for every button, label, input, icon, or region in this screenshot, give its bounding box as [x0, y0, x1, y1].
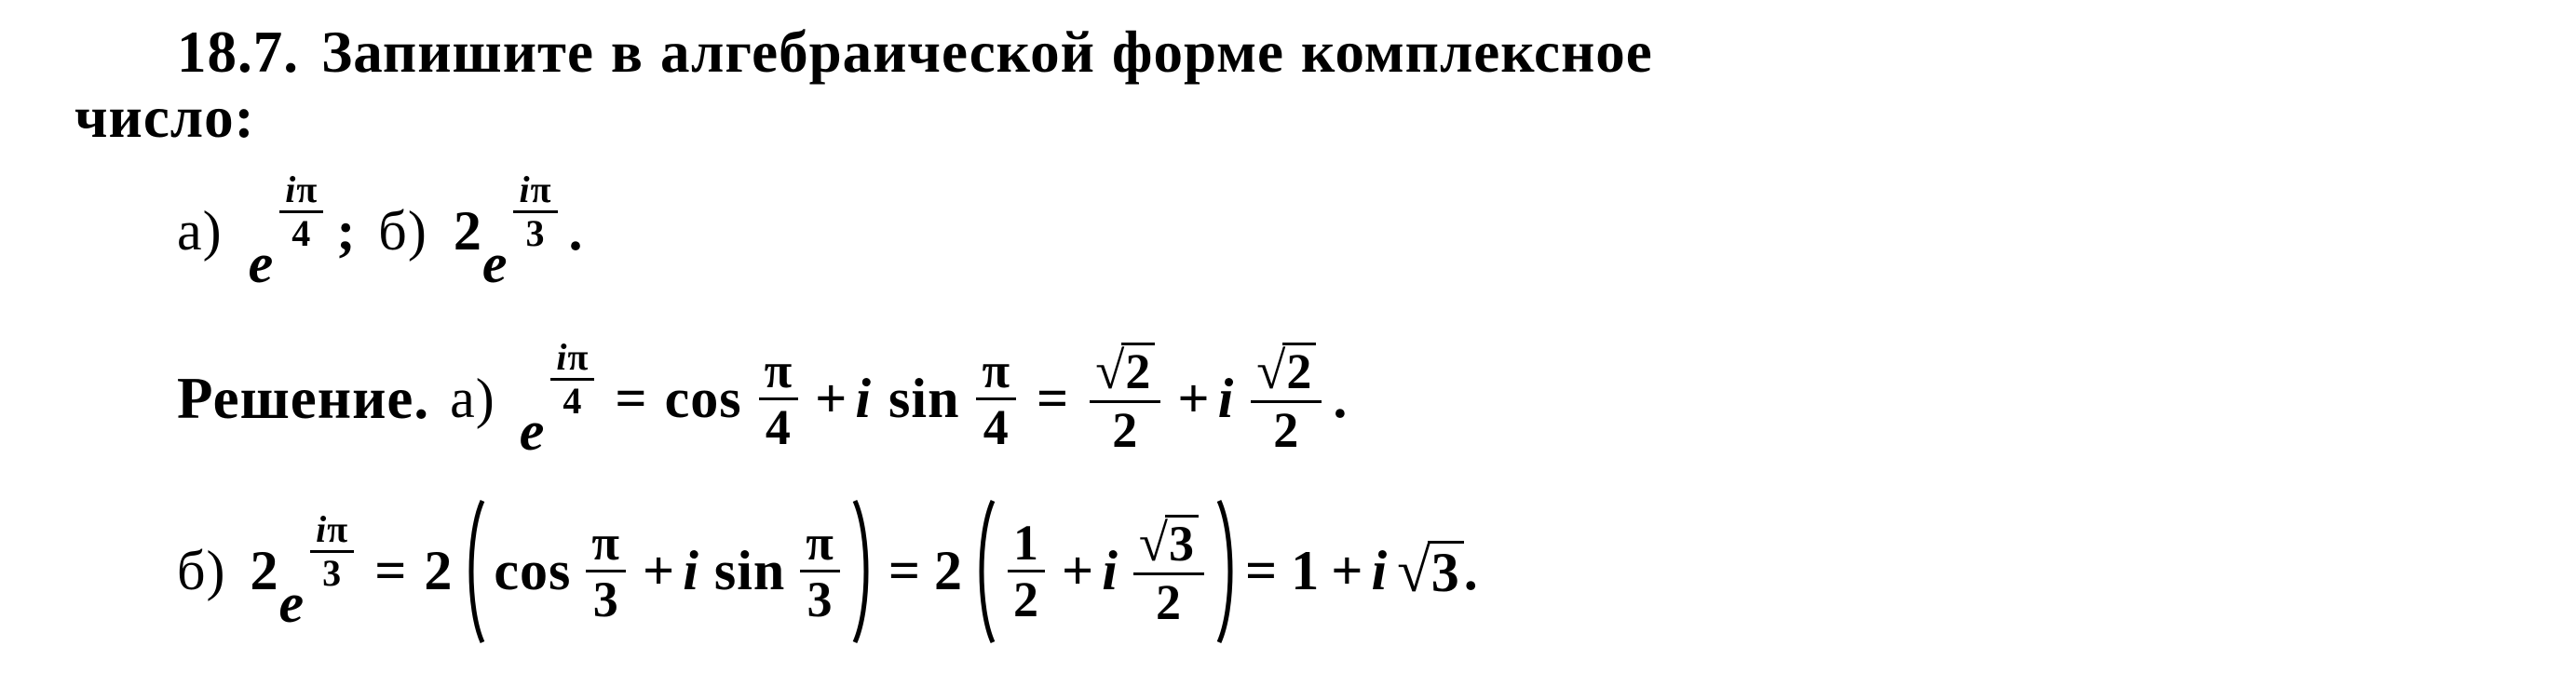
- problem-number: 18.7.: [177, 19, 299, 86]
- sol-a-end: .: [1333, 367, 1348, 431]
- prompt-w4: форме: [1112, 19, 1284, 86]
- sol-b-coef3: 2: [934, 539, 963, 603]
- sol-b-arg1: π 3: [586, 518, 626, 625]
- sol-a-lhs: e iπ 4: [520, 339, 599, 459]
- sol-b-lhs: e iπ 3: [279, 511, 359, 631]
- left-paren-icon: [972, 497, 998, 646]
- items-end: .: [569, 199, 584, 263]
- prompt-w1: Запишите: [321, 19, 594, 86]
- sol-b-coef1: 2: [251, 539, 279, 603]
- sol-b-paren2: 1 2 + i √3 2: [972, 497, 1240, 646]
- sol-a-term1: √2 2: [1090, 343, 1160, 455]
- sol-b-arg2: π 3: [800, 518, 840, 625]
- sol-b-eq2: =: [888, 539, 921, 603]
- sol-b-plus1: +: [643, 539, 675, 603]
- prompt-w5: комплексное: [1301, 19, 1653, 86]
- sol-a-lhs-exp: iπ 4: [550, 339, 594, 420]
- sol-b-plus2: +: [1062, 539, 1094, 603]
- sol-b-plus3: +: [1331, 539, 1363, 603]
- prompt-w3: алгебраической: [660, 19, 1095, 86]
- item-a-base: e: [249, 236, 275, 291]
- sol-a-i1: i: [855, 367, 872, 431]
- item-b-base: e: [482, 236, 508, 291]
- sol-b-i2: i: [1102, 539, 1119, 603]
- sol-b-t1: 1 2: [1008, 518, 1045, 625]
- sol-a-arg1: π 4: [759, 345, 799, 452]
- item-a-expression: e iπ 4: [249, 171, 328, 291]
- sol-a-plus2: +: [1177, 367, 1210, 431]
- solution-label: Решение.: [177, 365, 429, 433]
- page: 18.7. Запишите в алгебраической форме ко…: [0, 0, 2576, 700]
- prompt-line2-text: число:: [75, 86, 255, 150]
- items-sep: ;: [336, 199, 356, 263]
- sol-b-eq1: =: [374, 539, 407, 603]
- solution-row-b: б) 2 e iπ 3 = 2 cos π: [75, 488, 2501, 655]
- left-paren-icon: [462, 497, 488, 646]
- right-paren-icon: [1213, 497, 1240, 646]
- sol-b-cos: cos: [494, 539, 571, 603]
- sol-a-plus1: +: [815, 367, 847, 431]
- sol-b-i3: i: [1371, 539, 1388, 603]
- sol-b-r2: √3: [1397, 541, 1464, 602]
- item-b-coef: 2: [454, 199, 482, 263]
- sol-b-lhs-exp: iπ 3: [310, 511, 354, 592]
- sol-b-sin: sin: [714, 539, 785, 603]
- right-paren-icon: [849, 497, 875, 646]
- sol-a-term2: √2 2: [1251, 343, 1322, 455]
- sol-a-sin: sin: [888, 367, 959, 431]
- sol-a-eq2: =: [1037, 367, 1069, 431]
- sol-a-arg2: π 4: [976, 345, 1016, 452]
- sqrt-icon: √2: [1095, 343, 1155, 398]
- prompt-line-1: 18.7. Запишите в алгебраической форме ко…: [75, 19, 2501, 86]
- sol-b-i1: i: [683, 539, 699, 603]
- sqrt-icon: √2: [1256, 343, 1316, 398]
- items-row: а) e iπ 4 ; б) 2 e iπ 3: [75, 162, 2501, 302]
- sol-b-r1: 1: [1291, 539, 1320, 603]
- sol-a-label: а): [450, 367, 495, 431]
- sol-b-t2: √3 2: [1133, 515, 1204, 627]
- sol-b-end: .: [1464, 539, 1479, 603]
- prompt-w2: в: [611, 19, 644, 86]
- prompt-line-2: число:: [75, 86, 2501, 150]
- sol-a-eq1: =: [615, 367, 647, 431]
- item-b-exponent: iπ 3: [513, 171, 557, 252]
- sol-b-label: б): [177, 539, 226, 603]
- sqrt-icon: √3: [1139, 515, 1199, 571]
- item-a-label: а): [177, 199, 223, 263]
- sol-b-eq3: =: [1245, 539, 1278, 603]
- sol-b-paren1: cos π 3 + i sin π 3: [462, 497, 874, 646]
- item-b-label: б): [378, 199, 427, 263]
- sol-a-cos: cos: [665, 367, 742, 431]
- item-b-expression: e iπ 3: [482, 171, 562, 291]
- sol-a-i2: i: [1218, 367, 1235, 431]
- solution-row-a: Решение. а) e iπ 4 = cos π 4 + i: [75, 330, 2501, 469]
- item-a-exponent: iπ 4: [279, 171, 323, 252]
- sol-b-coef2: 2: [424, 539, 453, 603]
